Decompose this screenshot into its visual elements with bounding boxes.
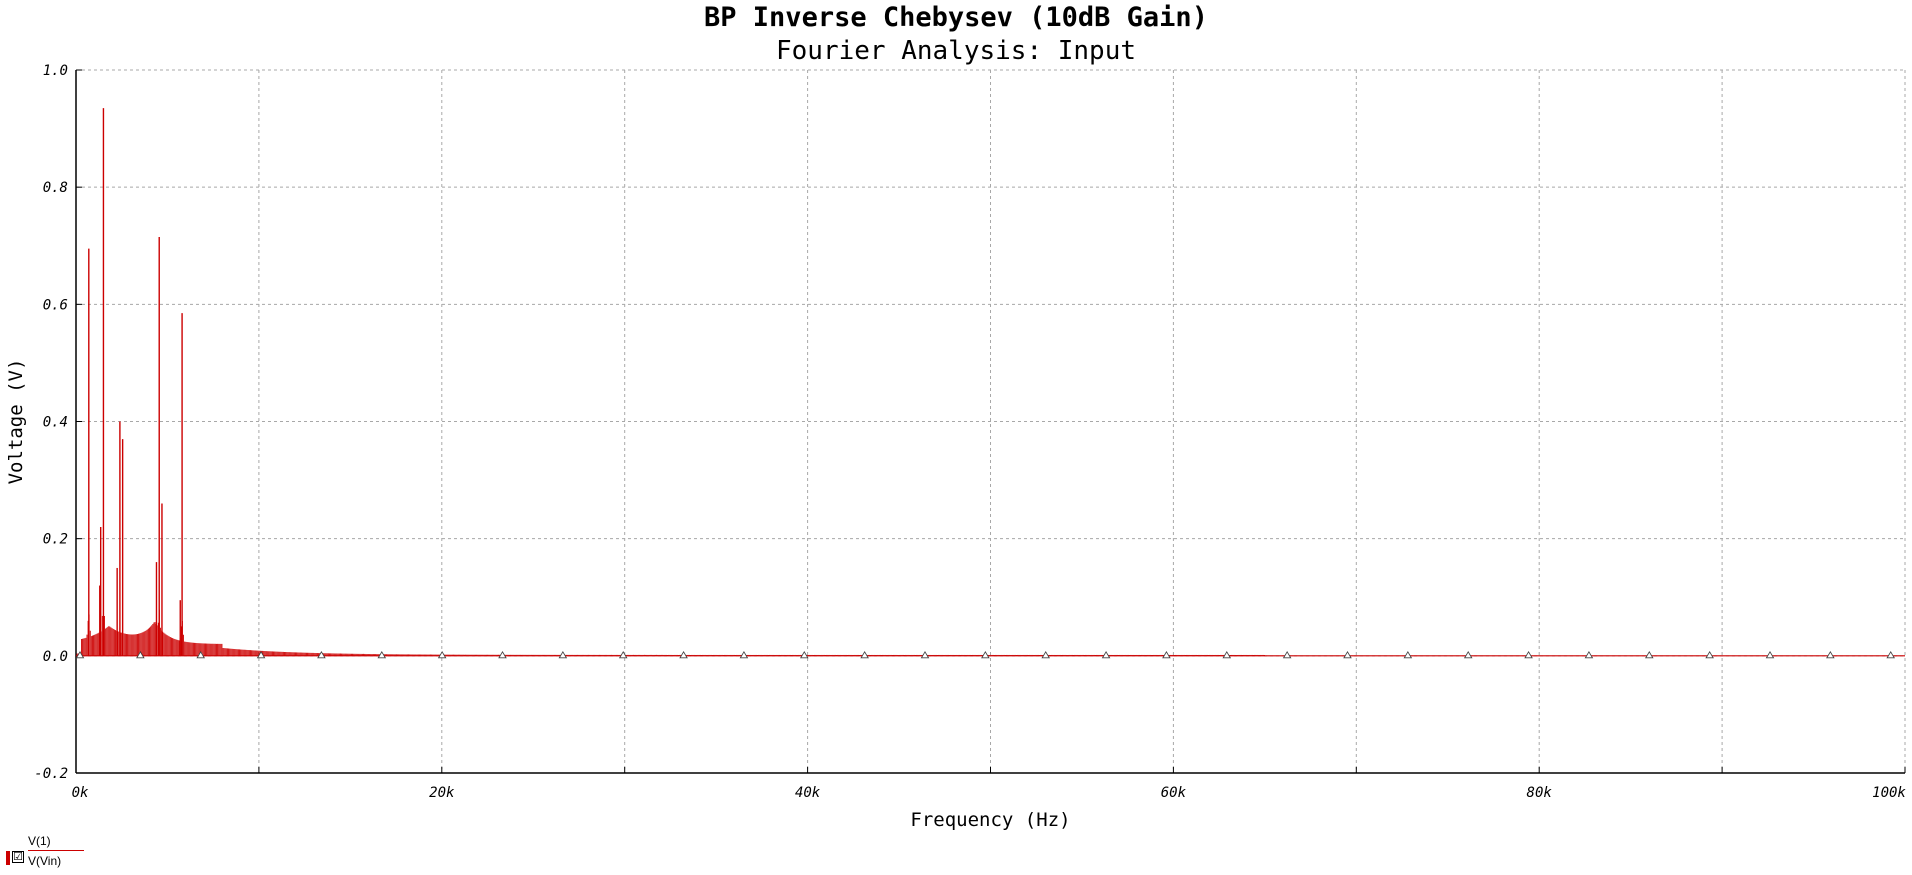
- chart-title: BP Inverse Chebysev (10dB Gain): [704, 2, 1208, 33]
- trace-marker: [1343, 650, 1352, 659]
- y-axis-label: Voltage (V): [5, 359, 27, 485]
- trace-marker: [256, 650, 266, 659]
- x-axis-label: Frequency (Hz): [910, 809, 1070, 831]
- trace-marker: [136, 650, 145, 659]
- trace-marker: [739, 650, 749, 659]
- trace-marker: [981, 650, 990, 659]
- x-tick-label: 60k: [1161, 785, 1187, 801]
- trace-marker: [1041, 650, 1050, 659]
- legend-checkbox[interactable]: ☑: [12, 851, 24, 863]
- x-tick-label: 20k: [429, 785, 455, 801]
- y-tick-label: 0.2: [43, 532, 68, 548]
- y-tick-label: 0.0: [43, 649, 68, 665]
- trace-marker: [1826, 650, 1835, 659]
- legend-item-vin[interactable]: V(Vin): [28, 854, 62, 868]
- trace-marker: [558, 650, 568, 659]
- spectrum-bars: [76, 590, 1265, 656]
- trace-marker: [1282, 650, 1292, 659]
- trace-marker: [1524, 650, 1533, 659]
- trace-marker: [196, 650, 205, 659]
- trace-marker: [75, 650, 85, 659]
- trace-marker: [1222, 650, 1232, 659]
- trace-marker: [437, 650, 447, 659]
- legend: V(1) ☑ V(Vin): [6, 834, 86, 874]
- x-tick-label: 0k: [72, 785, 89, 801]
- trace-marker: [860, 650, 869, 659]
- trace-marker: [377, 650, 387, 659]
- trace-marker: [679, 650, 688, 659]
- trace-marker: [800, 650, 809, 659]
- trace-marker: [1403, 650, 1413, 659]
- y-tick-label: 0.6: [43, 297, 68, 313]
- trace-marker: [1584, 650, 1594, 659]
- trace-marker: [1162, 650, 1171, 659]
- y-tick-label: 0.4: [43, 415, 68, 431]
- legend-color-marker: [6, 851, 10, 865]
- y-tick-label: 0.8: [43, 180, 68, 196]
- y-tick-label: 1.0: [43, 63, 68, 79]
- x-tick-label: 80k: [1527, 785, 1553, 801]
- x-tick-label: 40k: [795, 785, 821, 801]
- legend-line-v1: [28, 850, 84, 851]
- trace-marker: [1886, 650, 1895, 659]
- legend-item-v1[interactable]: V(1): [28, 834, 51, 848]
- trace-marker: [1463, 650, 1473, 659]
- trace-marker: [1101, 650, 1111, 659]
- trace-marker: [317, 650, 326, 659]
- trace-marker: [1644, 650, 1654, 659]
- trace-marker: [920, 650, 930, 659]
- trace-marker: [498, 650, 507, 659]
- trace-marker: [1705, 650, 1714, 659]
- x-tick-label: 100k: [1872, 785, 1906, 801]
- trace-marker: [1765, 650, 1775, 659]
- y-tick-label: -0.2: [34, 766, 68, 782]
- chart-subtitle: Fourier Analysis: Input: [775, 36, 1137, 66]
- trace-marker: [618, 650, 628, 659]
